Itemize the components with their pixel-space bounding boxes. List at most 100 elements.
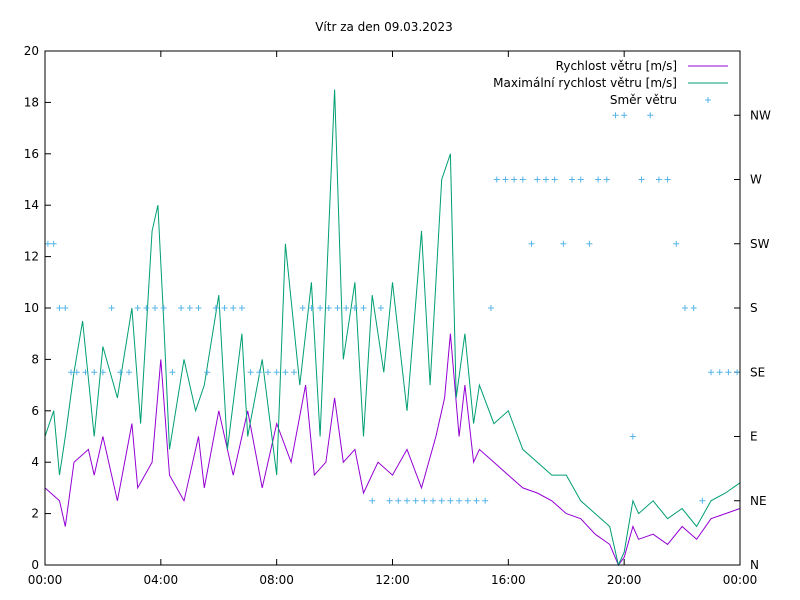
direction-point [629, 433, 636, 440]
direction-point [351, 305, 358, 311]
direction-point [708, 369, 715, 376]
x-tick-label: 08:00 [259, 573, 294, 587]
x-tick-label: 00:00 [28, 573, 63, 587]
y2-tick-label: NE [750, 494, 767, 508]
direction-point [230, 305, 237, 311]
direction-point [308, 305, 315, 311]
y2-tick-label: W [750, 173, 762, 187]
direction-point [343, 305, 350, 311]
y-tick-label: 18 [24, 95, 39, 109]
y2-tick-label: NW [750, 108, 771, 122]
direction-point [464, 497, 471, 504]
direction-point [386, 497, 393, 504]
y2-tick-label: SE [750, 365, 765, 379]
legend-label-gust: Maximální rychlost větru [m/s] [493, 76, 677, 90]
direction-point [473, 497, 480, 504]
direction-point [56, 305, 63, 311]
plot-frame [44, 50, 741, 566]
direction-point [655, 176, 662, 183]
y-tick-label: 20 [24, 44, 39, 58]
direction-point [447, 497, 454, 504]
direction-point [256, 369, 263, 376]
direction-point [725, 369, 732, 376]
direction-point [421, 497, 428, 504]
y2-axis-ticks: N NE E SE S SW W NW [734, 108, 771, 572]
direction-point [325, 305, 332, 311]
direction-point [377, 305, 384, 311]
legend-swatch-direction [705, 97, 711, 103]
direction-point [204, 369, 211, 376]
direction-point [395, 497, 402, 504]
direction-point [647, 112, 654, 119]
direction-point [334, 305, 341, 311]
direction-point [603, 176, 610, 183]
direction-point [690, 305, 697, 311]
series-line-gust [44, 89, 741, 567]
y2-tick-label: N [750, 558, 759, 572]
direction-point [82, 369, 89, 376]
y-tick-label: 8 [31, 352, 39, 366]
direction-point [50, 240, 57, 247]
direction-point [673, 240, 680, 247]
x-tick-label: 00:00 [723, 573, 758, 587]
direction-point [487, 305, 494, 311]
x-tick-label: 12:00 [375, 573, 410, 587]
direction-point [511, 176, 518, 183]
legend-direction-marker [705, 97, 711, 103]
y-tick-label: 10 [24, 301, 39, 315]
y-tick-label: 6 [31, 404, 39, 418]
direction-point [621, 112, 628, 119]
direction-point [577, 176, 584, 183]
y-tick-label: 16 [24, 147, 39, 161]
direction-point [369, 497, 376, 504]
y-tick-label: 4 [31, 455, 39, 469]
direction-point [664, 176, 671, 183]
y2-tick-label: SW [750, 237, 770, 251]
direction-point [595, 176, 602, 183]
legend-label-speed: Rychlost větru [m/s] [556, 59, 677, 73]
direction-point [482, 497, 489, 504]
direction-point [247, 369, 254, 376]
chart-title: Vítr za den 09.03.2023 [315, 20, 453, 34]
y-tick-label: 14 [24, 198, 39, 212]
direction-point [551, 176, 558, 183]
direction-point [412, 497, 419, 504]
direction-point [73, 369, 80, 376]
x-tick-label: 20:00 [607, 573, 642, 587]
y2-tick-label: S [750, 301, 758, 315]
y-axis-ticks: 0 2 4 6 8 10 12 14 16 18 20 [24, 44, 51, 572]
direction-point [221, 305, 228, 311]
direction-point [317, 305, 324, 311]
direction-point [282, 369, 289, 376]
direction-point [160, 305, 167, 311]
series-points-direction [44, 112, 741, 504]
direction-point [403, 497, 410, 504]
direction-point [108, 305, 115, 311]
direction-point [612, 112, 619, 119]
direction-point [264, 369, 271, 376]
legend: Rychlost větru [m/s] Maximální rychlost … [493, 59, 728, 107]
direction-point [528, 240, 535, 247]
series-line-speed [44, 333, 741, 566]
y2-tick-label: E [750, 430, 758, 444]
direction-point [91, 369, 98, 376]
direction-point [360, 305, 367, 311]
direction-point [638, 176, 645, 183]
direction-point [44, 240, 51, 247]
y-tick-label: 2 [31, 507, 39, 521]
direction-point [99, 369, 106, 376]
direction-point [502, 176, 509, 183]
x-axis-ticks: 00:00 04:00 08:00 12:00 16:00 20:00 00:00 [28, 51, 758, 587]
direction-point [291, 369, 298, 376]
direction-point [117, 369, 124, 376]
direction-point [586, 240, 593, 247]
x-tick-label: 16:00 [491, 573, 526, 587]
direction-point [734, 369, 741, 376]
y-tick-label: 12 [24, 250, 39, 264]
direction-point [125, 369, 132, 376]
direction-point [299, 305, 306, 311]
direction-point [68, 369, 75, 376]
direction-point [456, 497, 463, 504]
direction-point [560, 240, 567, 247]
